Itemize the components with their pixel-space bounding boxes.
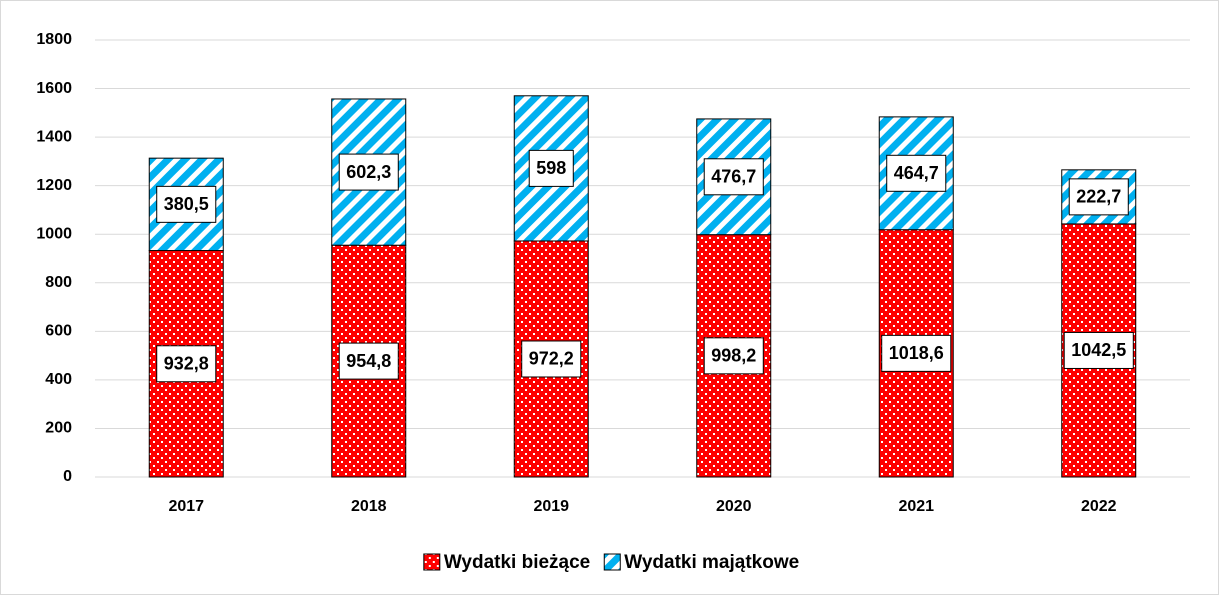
value-label-box bbox=[521, 340, 582, 378]
value-label: 1042,5 bbox=[1071, 340, 1126, 360]
value-label: 998,2 bbox=[711, 346, 756, 366]
y-tick-label: 0 bbox=[63, 468, 72, 485]
value-label-box bbox=[703, 158, 764, 196]
y-tick-label: 200 bbox=[45, 420, 72, 437]
value-label: 476,7 bbox=[711, 167, 756, 187]
y-tick-label: 1800 bbox=[36, 31, 72, 48]
value-label-box bbox=[1063, 331, 1134, 369]
legend-swatch bbox=[603, 553, 621, 571]
value-label-box bbox=[881, 334, 952, 372]
legend-label: Wydatki bieżące bbox=[444, 552, 590, 573]
value-label: 598 bbox=[536, 158, 566, 178]
x-tick-label: 2019 bbox=[533, 498, 569, 515]
value-label: 380,5 bbox=[164, 194, 209, 214]
value-label-box bbox=[156, 185, 217, 223]
value-label: 954,8 bbox=[346, 351, 391, 371]
value-label-box bbox=[886, 154, 947, 192]
value-label-box bbox=[156, 345, 217, 383]
x-tick-label: 2021 bbox=[898, 498, 934, 515]
value-label-box bbox=[338, 153, 399, 191]
y-tick-label: 800 bbox=[45, 274, 72, 291]
y-tick-label: 600 bbox=[45, 323, 72, 340]
y-tick-label: 1200 bbox=[36, 177, 72, 194]
value-label-box bbox=[338, 342, 399, 380]
value-label-box bbox=[1068, 178, 1129, 216]
y-tick-label: 1000 bbox=[36, 225, 72, 242]
value-label: 1018,6 bbox=[889, 343, 944, 363]
y-tick-label: 1400 bbox=[36, 128, 72, 145]
y-tick-label: 400 bbox=[45, 371, 72, 388]
legend-swatch bbox=[423, 553, 441, 571]
value-label: 932,8 bbox=[164, 354, 209, 374]
value-label: 464,7 bbox=[894, 163, 939, 183]
x-tick-label: 2018 bbox=[351, 498, 387, 515]
x-tick-label: 2022 bbox=[1081, 498, 1117, 515]
legend-label: Wydatki majątkowe bbox=[624, 552, 799, 573]
value-label-box bbox=[528, 149, 574, 187]
value-label-box bbox=[703, 337, 764, 375]
value-label: 972,2 bbox=[529, 349, 574, 369]
value-label: 602,3 bbox=[346, 162, 391, 182]
x-tick-label: 2017 bbox=[168, 498, 204, 515]
y-tick-label: 1600 bbox=[36, 80, 72, 97]
value-label: 222,7 bbox=[1076, 187, 1121, 207]
x-tick-label: 2020 bbox=[716, 498, 752, 515]
legend: Wydatki bieżące Wydatki majątkowe bbox=[423, 552, 799, 573]
